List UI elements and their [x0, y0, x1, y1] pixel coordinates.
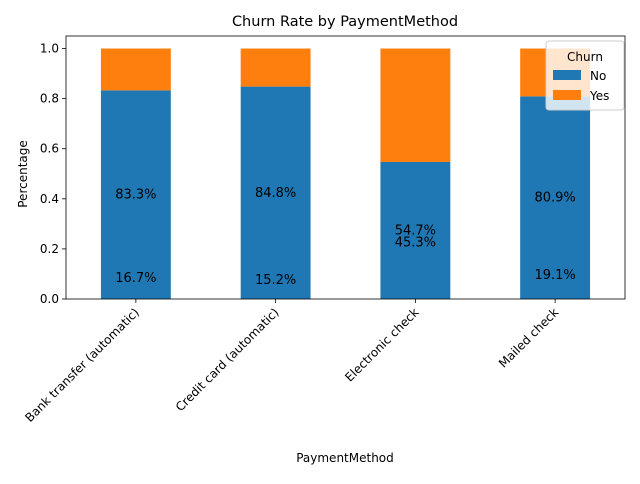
- legend-swatch-no: [553, 70, 581, 80]
- y-tick-label: 0.8: [40, 92, 59, 106]
- plot-area: 83.3% 16.7% Bank transfer (automatic) 84.8%…: [22, 35, 626, 425]
- bar-no-2: [240, 86, 311, 299]
- y-tick-label: 1.0: [40, 42, 59, 56]
- bar-yes-2: [240, 48, 311, 87]
- data-label-upper: 80.9%: [534, 191, 575, 206]
- y-tick-label: 0.4: [40, 192, 59, 206]
- y-tick-label: 0.0: [40, 292, 59, 306]
- plot-frame: [65, 35, 626, 300]
- legend-label-no: No: [590, 69, 606, 83]
- bar-no-1: [100, 90, 171, 299]
- data-label-upper: 54.7%: [395, 223, 436, 238]
- y-tick-label: 0.2: [40, 242, 59, 256]
- data-label-lower: 16.7%: [115, 271, 156, 286]
- bar-yes-3: [380, 48, 451, 162]
- x-tick-label: Credit card (automatic): [173, 305, 282, 414]
- bar-no-4: [520, 96, 591, 299]
- data-label-lower: 15.2%: [255, 273, 296, 288]
- data-label-upper: 84.8%: [255, 186, 296, 201]
- bar-no-3: [380, 161, 451, 299]
- legend: Churn No Yes: [545, 40, 625, 111]
- y-axis-label: Percentage: [16, 140, 30, 208]
- x-tick-label: Mailed check: [496, 305, 561, 370]
- y-tick-label: 0.6: [40, 142, 59, 156]
- legend-label-yes: Yes: [589, 89, 609, 103]
- x-tick-label: Electronic check: [342, 305, 421, 384]
- bar-yes-1: [100, 48, 171, 91]
- data-label-upper: 83.3%: [115, 188, 156, 203]
- legend-swatch-yes: [553, 90, 581, 100]
- x-axis-label: PaymentMethod: [296, 451, 394, 465]
- data-label-lower: 45.3%: [395, 235, 436, 250]
- x-tick-label: Bank transfer (automatic): [22, 305, 142, 425]
- chart-title: Churn Rate by PaymentMethod: [232, 14, 458, 30]
- legend-title: Churn: [567, 50, 603, 64]
- data-label-lower: 19.1%: [534, 268, 575, 283]
